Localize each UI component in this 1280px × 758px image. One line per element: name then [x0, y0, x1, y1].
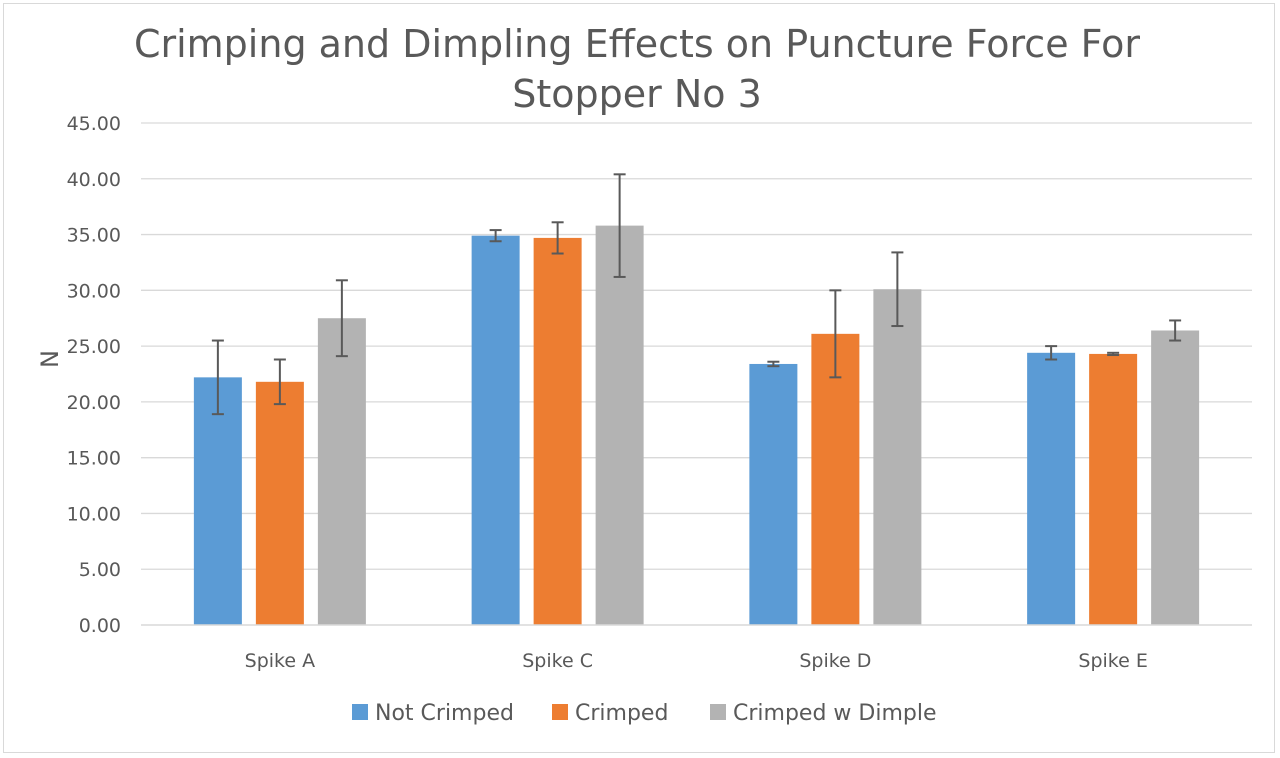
bar	[1151, 330, 1200, 625]
bar	[595, 225, 644, 625]
y-tick-label: 5.00	[79, 559, 121, 581]
legend-swatch	[552, 704, 568, 720]
bar	[471, 235, 520, 625]
bar	[193, 377, 242, 625]
legend-label: Crimped w Dimple	[733, 701, 937, 726]
error-bar	[613, 173, 626, 278]
bars	[193, 225, 1200, 625]
error-bar	[891, 251, 904, 328]
y-axis-label: N	[36, 350, 64, 368]
legend-item: Crimped w Dimple	[710, 701, 937, 726]
x-tick-label: Spike C	[522, 650, 593, 672]
bar	[1089, 353, 1138, 625]
y-tick-label: 40.00	[67, 169, 121, 191]
y-axis-ticks: 0.00 5.00 10.00 15.00 20.00 25.00 30.00 35.00 40…	[67, 113, 121, 637]
legend-swatch	[352, 704, 368, 720]
bar	[811, 333, 860, 625]
bar	[1027, 352, 1076, 625]
error-bar	[1107, 351, 1120, 357]
legend-item: Crimped	[552, 701, 668, 726]
error-bar	[273, 358, 286, 406]
chart-title-line-1: Crimping and Dimpling Effects on Punctur…	[134, 22, 1140, 66]
x-tick-label: Spike E	[1078, 650, 1147, 672]
error-bar	[767, 360, 780, 368]
bar	[533, 237, 582, 625]
chart-frame: Crimping and Dimpling Effects on Punctur…	[3, 3, 1275, 753]
bar	[317, 318, 366, 625]
gridlines	[141, 122, 1252, 570]
y-tick-label: 0.00	[79, 615, 121, 637]
chart-svg: Crimping and Dimpling Effects on Punctur…	[36, 22, 1252, 726]
legend: Not Crimped Crimped Crimped w Dimple	[352, 701, 937, 726]
error-bar	[489, 229, 502, 243]
y-tick-label: 10.00	[67, 503, 121, 525]
error-bar	[551, 221, 564, 255]
error-bar	[335, 279, 348, 358]
y-tick-label: 30.00	[67, 280, 121, 302]
error-bars	[211, 173, 1182, 416]
x-tick-label: Spike A	[245, 650, 315, 672]
bar	[255, 381, 304, 625]
y-tick-label: 45.00	[67, 113, 121, 135]
bar	[749, 363, 798, 625]
error-bar	[1045, 345, 1058, 361]
y-tick-label: 35.00	[67, 225, 121, 247]
error-bar	[1169, 319, 1182, 342]
y-tick-label: 25.00	[67, 336, 121, 358]
error-bar	[211, 339, 224, 416]
chart-title-line-2: Stopper No 3	[512, 72, 762, 116]
error-bar	[829, 289, 842, 379]
legend-label: Not Crimped	[375, 701, 514, 726]
y-tick-label: 15.00	[67, 448, 121, 470]
legend-label: Crimped	[575, 701, 668, 726]
legend-item: Not Crimped	[352, 701, 514, 726]
x-axis-categories: Spike A Spike C Spike D Spike E	[245, 650, 1148, 672]
x-tick-label: Spike D	[799, 650, 871, 672]
y-tick-label: 20.00	[67, 392, 121, 414]
bar	[873, 289, 922, 625]
legend-swatch	[710, 704, 726, 720]
